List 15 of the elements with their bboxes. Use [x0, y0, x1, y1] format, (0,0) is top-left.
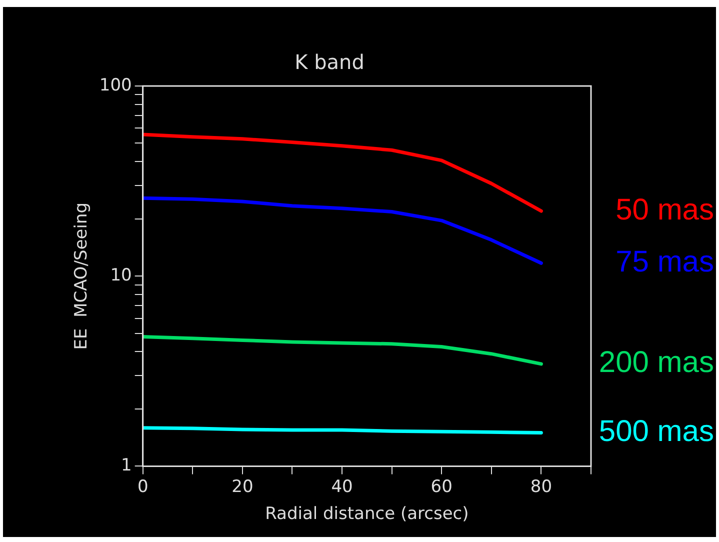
- y-axis-title: EE MCAO/Seeing: [72, 202, 92, 350]
- series-label: 200 mas: [598, 346, 714, 380]
- y-tick-label: 10: [110, 266, 132, 286]
- x-tick-label: 20: [232, 476, 254, 497]
- y-tick-label: 100: [99, 75, 132, 96]
- y-tick-label: 1: [121, 456, 132, 476]
- series-label: 500 mas: [598, 414, 714, 448]
- x-axis-title: Radial distance (arcsec): [265, 504, 469, 524]
- text: 75 mas: [616, 245, 714, 278]
- text: 50 mas: [616, 193, 714, 226]
- x-tick-label: 40: [331, 476, 353, 497]
- x-tick-label: 0: [137, 476, 148, 497]
- chart-title: K band: [294, 50, 364, 74]
- x-tick-label: 60: [430, 476, 452, 497]
- x-tick-label: 80: [530, 476, 552, 497]
